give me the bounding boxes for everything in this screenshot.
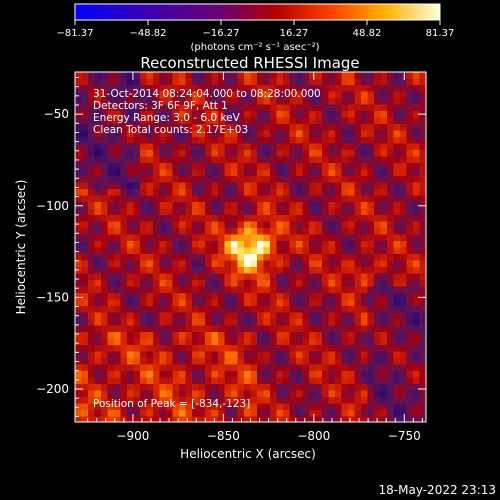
timestamp: 18-May-2022 23:13 [379, 483, 496, 497]
y-axis-label: Heliocentric Y (arcsec) [14, 180, 28, 315]
y-tick-label: −100 [36, 199, 69, 213]
colorbar-tick-label: 48.82 [353, 28, 382, 39]
colorbar-tick-label: −16.27 [202, 28, 239, 39]
colorbar-tick-label: 81.37 [426, 28, 455, 39]
x-tick-label: −800 [297, 429, 330, 443]
y-axis: −50 −100 −150 −200 [36, 76, 426, 418]
chart-title: Reconstructed RHESSI Image [140, 54, 359, 72]
info-line-detectors: Detectors: 3F 6F 9F, Att 1 [93, 100, 228, 112]
colorbar-unit: (photons cm⁻² s⁻¹ asec⁻²) [190, 42, 319, 53]
x-tick-label: −900 [116, 429, 149, 443]
info-line-energy: Energy Range: 3.0 - 6.0 keV [93, 112, 241, 124]
info-line-time: 31-Oct-2014 08:24:04.000 to 08:28:00.000 [93, 88, 321, 100]
colorbar-tick-label: −81.37 [56, 28, 93, 39]
colorbar-tick-label: 16.27 [280, 28, 309, 39]
colorbar [74, 3, 441, 21]
y-tick-label: −200 [36, 382, 69, 396]
x-axis-label: Heliocentric X (arcsec) [180, 447, 316, 461]
info-line-counts: Clean Total counts: 2.17E+03 [93, 124, 248, 136]
y-tick-label: −50 [44, 107, 69, 121]
x-tick-label: −750 [388, 429, 421, 443]
colorbar-ticks: −81.37 −48.82 −16.27 16.27 48.82 81.37 [56, 20, 454, 39]
colorbar-tick-label: −48.82 [129, 28, 166, 39]
info-block: 31-Oct-2014 08:24:04.000 to 08:28:00.000… [93, 88, 321, 136]
x-tick-label: −850 [207, 429, 240, 443]
y-tick-label: −150 [36, 290, 69, 304]
peak-position-label: Position of Peak = [-834,-123] [93, 398, 250, 410]
x-axis: −900 −850 −800 −750 [87, 72, 423, 443]
heatmap-cells [75, 72, 426, 422]
